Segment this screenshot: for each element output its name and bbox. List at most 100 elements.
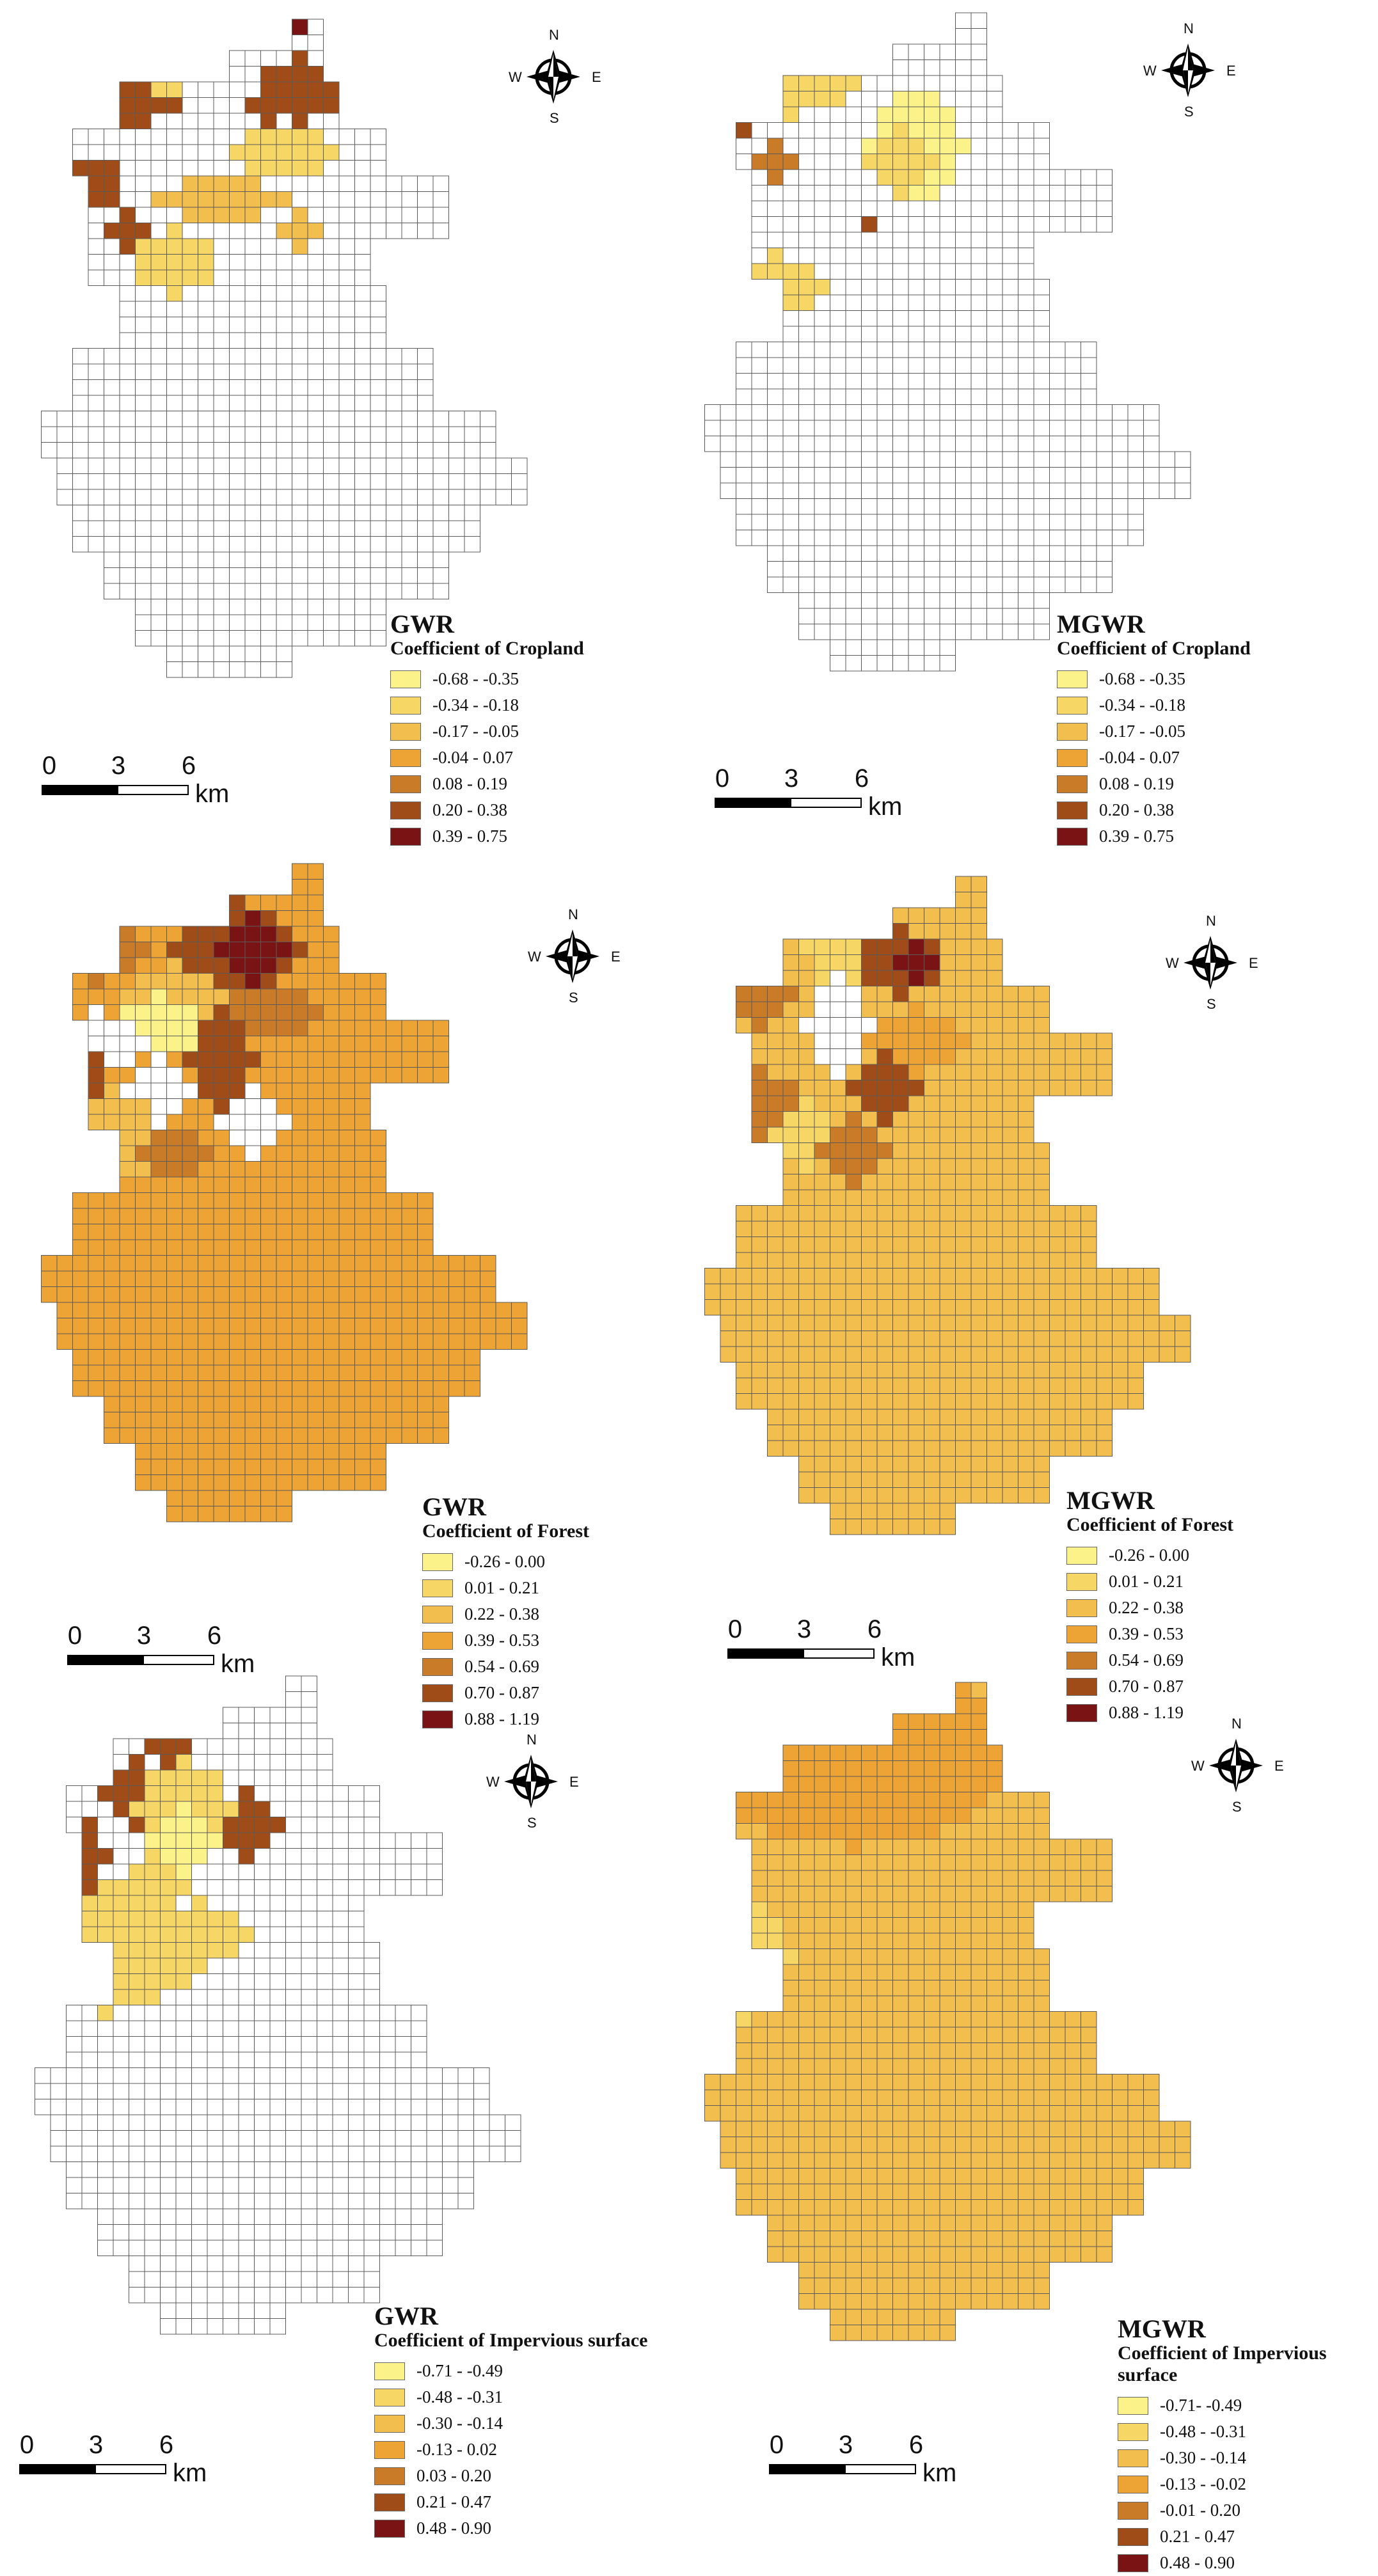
grid-cell [260,942,277,958]
grid-cell [782,2058,799,2074]
grid-cell [1002,1440,1018,1457]
grid-cell [379,1848,396,1865]
grid-cell [955,1346,972,1363]
grid-cell [908,1362,924,1379]
grid-cell [830,1252,846,1268]
grid-cell [198,1286,214,1303]
grid-cell [56,457,73,474]
grid-cell [119,473,136,490]
grid-cell [986,1456,1003,1473]
grid-cell [269,2224,286,2241]
grid-cell [198,1270,214,1287]
grid-cell [908,294,924,311]
grid-cell [955,1158,972,1174]
grid-cell [229,1380,246,1397]
grid-cell [1049,2152,1066,2169]
grid-cell [767,2027,784,2043]
grid-cell [104,1255,120,1272]
grid-cell [908,923,924,940]
compass-e-label: E [1249,955,1258,971]
grid-cell [338,1145,355,1162]
grid-cell [782,2137,799,2153]
grid-cell [908,2105,924,2122]
grid-cell [338,207,355,223]
grid-cell [191,1785,208,1802]
grid-cell [1049,200,1066,217]
grid-cell [955,624,972,640]
grid-cell [876,1964,893,1980]
grid-cell [285,1911,302,1927]
grid-cell [924,2043,940,2059]
grid-cell [244,489,261,505]
grid-cell [830,592,846,609]
grid-cell [814,373,830,390]
grid-cell [323,285,340,302]
grid-cell [175,2051,192,2068]
grid-cell [276,1130,292,1146]
grid-cell [955,28,972,45]
grid-cell [830,954,846,971]
grid-cell [307,473,324,490]
grid-cell [307,1114,324,1130]
grid-cell [182,1474,198,1491]
grid-cell [244,1364,261,1381]
grid-cell [198,536,214,553]
grid-cell [814,420,830,436]
grid-cell [924,436,940,452]
grid-cell [876,1032,893,1049]
grid-cell [939,576,956,593]
grid-cell [395,2208,411,2225]
grid-cell [269,1785,286,1802]
grid-cell [417,207,434,223]
grid-cell [213,1396,230,1412]
grid-cell [113,1817,129,1833]
grid-cell [489,2130,505,2147]
grid-cell [338,363,355,380]
grid-cell [207,1957,223,1974]
grid-cell [285,1926,302,1943]
grid-cell [845,1205,862,1222]
grid-cell [845,2215,862,2231]
grid-cell [323,97,340,114]
grid-cell [892,1126,909,1143]
grid-cell [150,1098,167,1115]
grid-cell [276,489,292,505]
grid-cell [254,2020,271,2037]
grid-cell [798,1980,815,1996]
grid-cell [861,326,878,342]
grid-cell [66,2036,83,2053]
grid-cell [861,1331,878,1347]
grid-map [41,863,528,1522]
grid-cell [332,2193,349,2209]
grid-cell [1018,608,1034,624]
grid-cell [354,207,371,223]
grid-cell [955,1111,972,1128]
grid-cell [1096,545,1113,562]
grid-cell [401,567,418,584]
grid-cell [1065,451,1081,468]
grid-cell [986,1237,1003,1253]
grid-cell [292,332,308,349]
legend-label: 0.22 - 0.38 [1109,1598,1184,1617]
grid-cell [135,1114,152,1130]
grid-cell [332,2083,349,2099]
grid-cell [798,122,815,139]
grid-cell [229,910,246,927]
grid-cell [986,1980,1003,1996]
grid-cell [876,388,893,405]
grid-cell [751,1854,768,1871]
grid-cell [292,1020,308,1036]
grid-cell [830,263,846,280]
grid-cell [782,576,799,593]
grid-cell [301,2208,317,2225]
grid-cell [1033,1064,1050,1080]
grid-cell [876,2043,893,2059]
grid-cell [908,2231,924,2247]
grid-cell [260,1161,277,1178]
grid-cell [417,567,434,584]
grid-cell [432,583,449,599]
grid-cell [354,1239,371,1256]
grid-cell [269,1769,286,1786]
grid-cell [144,2256,161,2272]
grid-cell [798,1080,815,1096]
